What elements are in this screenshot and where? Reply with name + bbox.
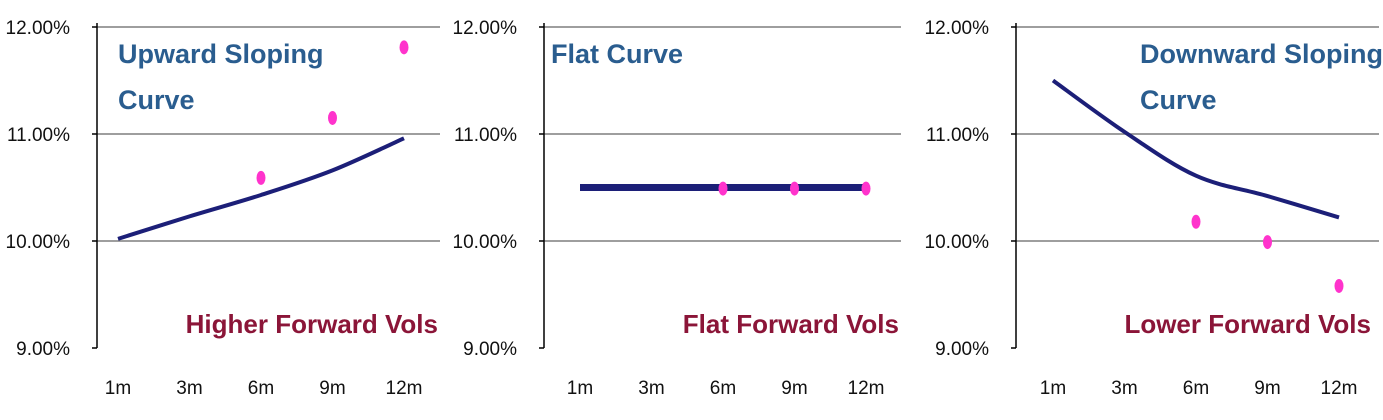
x-tick-label: 1m [567,378,593,399]
forward-vol-point [399,40,409,55]
forward-vol-point [1191,214,1201,229]
y-tick-label: 11.00% [7,125,70,146]
y-tick-label: 11.00% [454,125,517,146]
volatility-curve-line [117,136,405,241]
y-tick-label: 11.00% [926,125,989,146]
x-tick-label: 3m [176,378,202,399]
y-tick-label: 10.00% [453,232,518,253]
x-tick-label: 6m [710,378,736,399]
x-tick-label: 6m [1183,378,1209,399]
x-tick-label: 1m [105,378,131,399]
forward-vol-point [328,110,337,125]
x-tick-label: 1m [1040,378,1066,399]
x-tick-label: 6m [248,378,274,399]
chart-panel-3: 9.00% 10.00% 11.00% 12.00% 1m 3m 6m 9m 12m Downwa… [925,18,1383,399]
panel-title-line: Flat Curve [551,39,683,69]
forward-vol-point [1334,278,1344,293]
x-tick-label: 3m [638,378,664,399]
y-tick-label: 9.00% [463,339,517,360]
panel-title-line: Upward Sloping [118,39,324,69]
x-tick-label: 3m [1111,378,1137,399]
y-tick-label: 12.00% [453,18,518,39]
forward-vol-annotation: Higher Forward Vols [186,309,438,339]
volatility-curve-line [1051,78,1340,220]
forward-vol-point [861,181,871,196]
x-tick-label: 12m [848,378,885,399]
y-tick-label: 9.00% [935,339,989,360]
chart-panel-2: 9.00% 10.00% 11.00% 12.00% 1m 3m 6m 9m 12m Flat C… [453,18,901,399]
y-tick-label: 10.00% [6,232,71,253]
forward-vol-point [790,181,799,196]
forward-vol-point [256,170,266,185]
x-tick-label: 9m [319,378,345,399]
panel-title-line: Curve [118,85,195,115]
forward-vol-point [1263,235,1272,250]
y-tick-label: 12.00% [925,18,990,39]
y-tick-label: 9.00% [16,339,70,360]
panel-title-line: Downward Sloping [1140,39,1383,69]
forward-vol-annotation: Lower Forward Vols [1124,309,1371,339]
y-tick-label: 12.00% [6,18,71,39]
y-tick-label: 10.00% [925,232,990,253]
chart-panel-1: 9.00% 10.00% 11.00% 12.00% 1m 3m 6m 9m 12m Upward… [6,18,440,399]
x-tick-label: 12m [1321,378,1358,399]
panel-title-line: Curve [1140,85,1217,115]
forward-vol-annotation: Flat Forward Vols [683,309,899,339]
x-tick-label: 9m [781,378,807,399]
x-tick-label: 9m [1254,378,1280,399]
x-tick-label: 12m [386,378,423,399]
forward-vol-point [718,181,728,196]
